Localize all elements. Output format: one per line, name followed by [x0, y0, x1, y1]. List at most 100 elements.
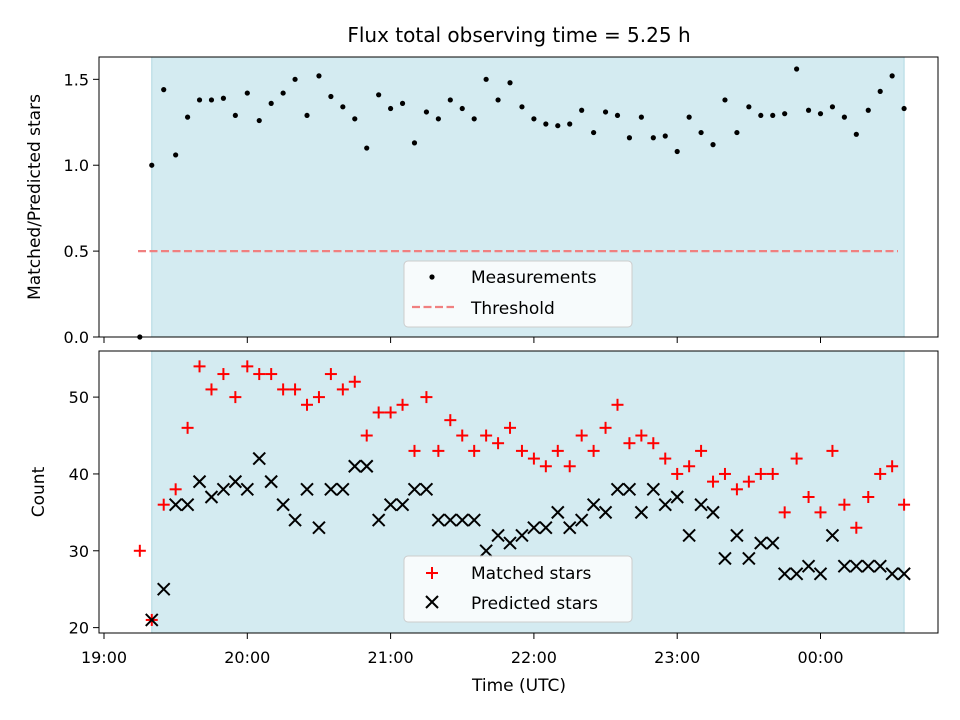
matched-star-point: [456, 429, 469, 442]
matched-star-point: [575, 429, 588, 442]
measurement-point: [519, 104, 525, 110]
matched-star-point: [790, 452, 803, 465]
x-tick-label: 23:00: [654, 648, 700, 667]
matched-star-point: [265, 368, 278, 381]
measurement-point: [877, 88, 883, 94]
matched-star-point: [730, 483, 743, 496]
measurement-point: [208, 97, 215, 103]
predicted-star-point: [682, 528, 696, 543]
predicted-star-point: [312, 521, 326, 535]
measurement-point: [805, 107, 812, 113]
x-tick-label: 21:00: [368, 648, 414, 667]
predicted-star-point: [443, 513, 458, 527]
matched-star-point: [754, 467, 767, 480]
matched-star-point: [432, 444, 445, 457]
bottom-legend: Matched stars Predicted stars: [403, 555, 633, 623]
predicted-star-point: [813, 567, 828, 581]
matched-star-point: [551, 444, 564, 457]
measurement-point: [686, 114, 692, 120]
matched-star-point: [599, 421, 612, 434]
predicted-star-point: [228, 474, 243, 489]
measurement-point: [232, 112, 238, 119]
legend-threshold-label: Threshold: [470, 299, 555, 319]
measurement-point: [173, 152, 179, 158]
predicted-star-point: [288, 513, 302, 527]
measurement-point: [698, 129, 704, 136]
predicted-star-point: [801, 559, 816, 573]
measurement-point: [447, 97, 453, 103]
matched-star-point: [515, 444, 528, 457]
measurement-point: [531, 116, 537, 122]
matched-star-point: [408, 444, 421, 457]
predicted-star-point: [527, 521, 541, 535]
predicted-star-point: [168, 497, 183, 512]
predicted-star-point: [204, 490, 219, 504]
predicted-star-point: [551, 505, 565, 520]
predicted-star-point: [431, 513, 446, 527]
measurement-point: [734, 129, 740, 136]
matched-star-point: [814, 506, 827, 519]
matched-star-point: [504, 421, 517, 434]
measurement-point: [184, 114, 191, 120]
measurement-point: [638, 114, 644, 120]
measurement-point: [865, 107, 871, 113]
predicted-star-point: [885, 567, 899, 581]
matched-star-point: [169, 483, 182, 496]
measurement-point: [149, 162, 155, 168]
x-tick-label: 20:00: [224, 648, 270, 667]
predicted-star-point: [897, 567, 911, 581]
measurement-point: [853, 131, 859, 137]
matched-star-point: [324, 368, 337, 381]
matched-star-point: [623, 437, 636, 450]
measurement-point: [555, 123, 561, 129]
chart-title: Flux total observing time = 5.25 h: [347, 23, 690, 47]
matched-star-point: [539, 460, 552, 473]
predicted-star-point: [539, 521, 553, 535]
predicted-star-point: [718, 551, 732, 566]
matched-star-point: [802, 490, 815, 503]
matched-star-point: [850, 521, 863, 534]
measurement-point: [244, 90, 250, 96]
predicted-star-point: [264, 474, 278, 489]
measurement-point: [650, 135, 656, 141]
predicted-star-point: [622, 482, 637, 497]
measurement-point: [829, 104, 836, 110]
measurement-point: [758, 112, 764, 119]
predicted-star-point: [360, 459, 374, 473]
predicted-star-point: [348, 459, 362, 473]
measurement-point: [889, 73, 895, 79]
matched-star-point: [587, 444, 600, 457]
measurement-point: [352, 116, 358, 122]
measurement-point: [304, 112, 310, 119]
matched-star-point: [217, 368, 230, 381]
predicted-star-point: [598, 505, 613, 520]
predicted-star-point: [563, 521, 577, 535]
predicted-star-point: [658, 497, 672, 512]
measurement-point: [722, 97, 728, 103]
matched-star-point: [444, 414, 457, 427]
measurement-point: [220, 95, 227, 101]
matched-star-point: [396, 398, 409, 411]
measurement-point: [376, 92, 382, 98]
predicted-star-point: [861, 559, 875, 573]
measurement-point: [626, 135, 633, 141]
measurement-point: [459, 105, 465, 112]
measurement-point: [292, 76, 298, 82]
bottom-y-tick-label: 20: [69, 619, 89, 638]
predicted-star-point: [610, 482, 625, 497]
matched-star-point: [301, 398, 314, 411]
matched-star-point: [778, 506, 791, 519]
measurement-point: [841, 114, 847, 120]
matched-star-point: [253, 368, 266, 381]
top-y-axis-label: Matched/Predicted stars: [25, 94, 45, 300]
predicted-star-point: [503, 536, 517, 550]
measurement-point: [602, 109, 609, 115]
measurement-point: [483, 76, 489, 82]
predicted-star-point: [777, 567, 792, 581]
measurement-point: [435, 116, 441, 122]
predicted-star-point: [300, 482, 314, 497]
matched-star-point: [898, 498, 911, 511]
legend-matched-marker: [426, 567, 438, 579]
top-panel: 0.0 0.5 1.0 1.5 Matched/Predicted stars Mea…: [25, 56, 939, 347]
